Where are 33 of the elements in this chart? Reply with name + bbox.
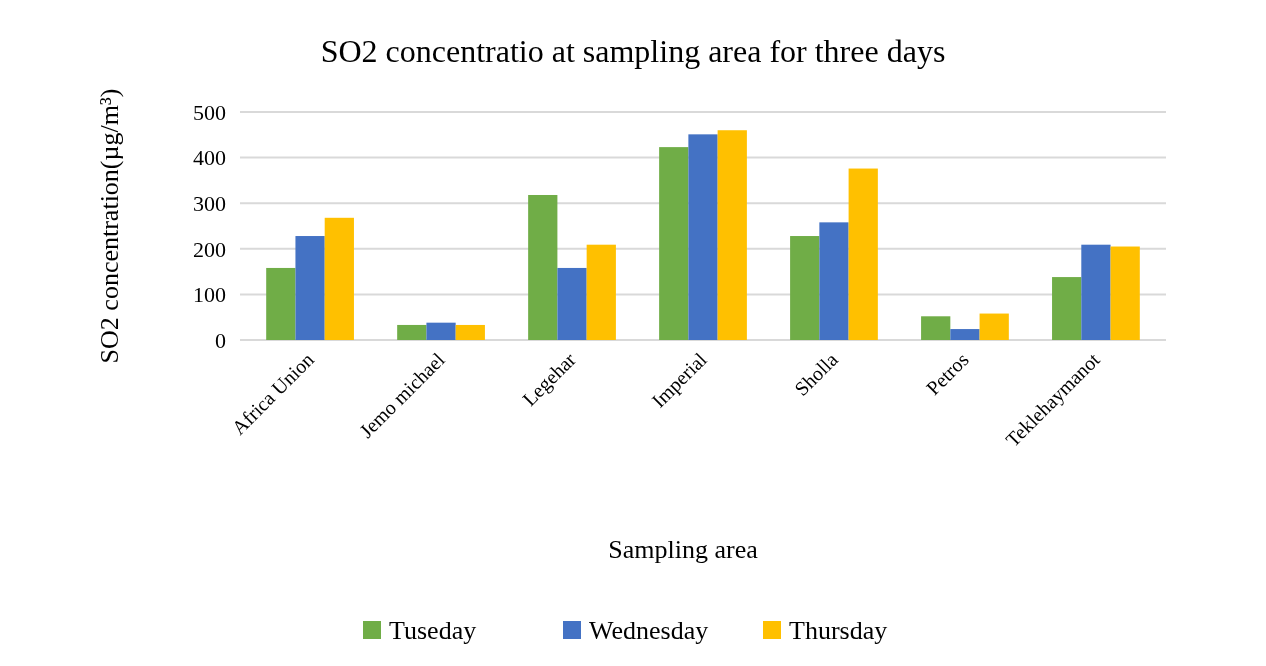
legend-label: Tuseday — [389, 616, 477, 646]
bar — [819, 222, 849, 340]
bar — [266, 267, 296, 340]
y-tick-label: 100 — [193, 282, 226, 308]
bar — [295, 236, 325, 340]
bar — [455, 324, 485, 340]
bar — [324, 217, 354, 340]
bar — [557, 267, 587, 340]
y-tick-label: 300 — [193, 190, 226, 216]
y-tick-label: 0 — [215, 327, 226, 353]
bar — [397, 324, 427, 340]
bar — [426, 322, 456, 340]
bar — [848, 168, 878, 340]
y-axis-title: SO2 concentration(µg/m³) — [95, 88, 124, 364]
bar — [1110, 246, 1140, 340]
y-tick-label: 200 — [193, 236, 226, 262]
bar — [1081, 244, 1111, 340]
y-tick-label: 500 — [193, 99, 226, 125]
y-tick-label: 400 — [193, 145, 226, 171]
x-axis-title: Sampling area — [608, 535, 759, 564]
bar — [659, 147, 689, 340]
chart-title: SO2 concentratio at sampling area for three days — [320, 33, 946, 69]
bar — [950, 329, 980, 340]
bar — [790, 236, 820, 340]
bar — [586, 244, 616, 340]
legend-label: Wednesday — [589, 616, 709, 646]
bar — [1052, 277, 1082, 340]
bar — [979, 313, 1009, 340]
bar — [717, 130, 747, 340]
legend-label: Thursday — [789, 616, 888, 646]
bar — [921, 316, 951, 340]
bar — [528, 194, 558, 340]
bar — [688, 134, 718, 340]
